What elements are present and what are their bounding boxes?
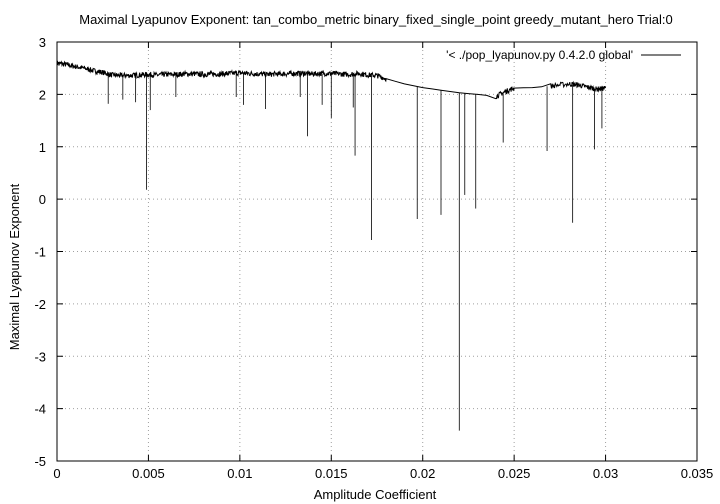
y-tick-label: -3: [34, 349, 46, 364]
grid-lines: [57, 42, 697, 461]
x-axis-title: Amplitude Coefficient: [314, 487, 437, 502]
y-tick-label: 0: [39, 192, 46, 207]
x-tick-label: 0.035: [681, 466, 714, 481]
x-tick-label: 0.03: [593, 466, 618, 481]
x-tick-label: 0.025: [498, 466, 531, 481]
y-tick-label: -2: [34, 297, 46, 312]
series-layer: [56, 60, 607, 431]
x-tick-labels: 0 0.005 0.01 0.015 0.02 0.025 0.03 0.035: [53, 466, 713, 481]
y-tick-label: 2: [39, 87, 46, 102]
y-axis-title: Maximal Lyapunov Exponent: [7, 183, 22, 350]
axis-ticks: [56, 41, 698, 462]
y-tick-labels: -5 -4 -3 -2 -1 0 1 2 3: [34, 35, 46, 469]
x-tick-label: 0.005: [132, 466, 165, 481]
x-tick-label: 0.015: [315, 466, 348, 481]
x-tick-label: 0.02: [410, 466, 435, 481]
y-tick-label: -1: [34, 245, 46, 260]
series-line: [56, 60, 607, 100]
y-tick-label: 3: [39, 35, 46, 50]
x-tick-label: 0: [53, 466, 60, 481]
chart-title: Maximal Lyapunov Exponent: tan_combo_met…: [79, 12, 673, 27]
y-tick-label: -5: [34, 454, 46, 469]
x-tick-label: 0.01: [227, 466, 252, 481]
y-tick-label: -4: [34, 402, 46, 417]
legend: '< ./pop_lyapunov.py 0.4.2.0 global': [446, 48, 681, 62]
y-tick-label: 1: [39, 140, 46, 155]
legend-label: '< ./pop_lyapunov.py 0.4.2.0 global': [446, 48, 633, 62]
